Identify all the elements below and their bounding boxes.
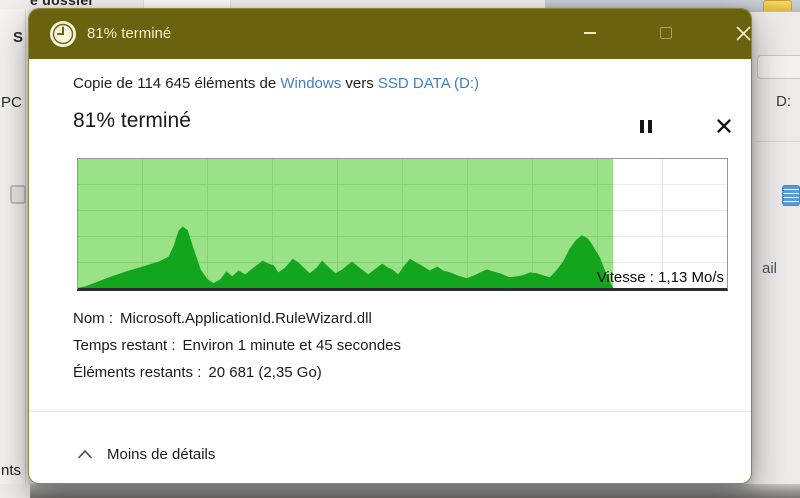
copy-description-prefix: Copie de 114 645 éléments de [73,75,281,92]
background-bottom-edge-left [0,484,30,498]
cancel-button[interactable] [705,113,743,139]
background-button-fragment [757,55,800,79]
drive-list-icon [782,185,800,206]
footer-divider [29,411,751,412]
folder-icon [763,0,792,11]
detail-row-name: Nom : Microsoft.ApplicationId.RuleWizard.… [73,305,401,332]
copy-destination: SSD DATA (D:) [377,75,480,92]
clock-icon [49,20,77,48]
chevron-up-icon [78,450,92,459]
copy-connector: vers [341,75,378,92]
detail-value: Microsoft.ApplicationId.RuleWizard.dll [120,310,372,327]
detail-row-time-remaining: Temps restant : Environ 1 minute et 45 se… [73,332,401,359]
speed-chart-plot: Vitesse : 1,13 Mo/s [78,159,727,288]
maximize-icon [660,27,672,39]
minimize-button[interactable] [575,15,605,51]
speed-curve [78,226,614,288]
speed-label: Vitesse : 1,13 Mo/s [596,269,724,286]
nav-item-fragment: S [13,29,24,46]
drive-label-fragment: D: [776,93,791,110]
detail-label: Éléments restants : [73,364,202,381]
maximize-button-disabled [651,15,681,51]
dialog-titlebar[interactable]: 81% terminé [29,9,751,59]
divider [756,141,800,142]
nav-item-fragment: nts [1,462,22,479]
text-fragment: ail [762,260,778,277]
cancel-icon [717,119,731,133]
nav-item-fragment: PC [1,94,22,111]
pause-icon [640,119,644,133]
copy-description: Copie de 114 645 éléments de Windows ver… [73,75,479,92]
copy-source: Windows [280,75,342,92]
background-nav-rail [0,9,28,498]
minimize-icon [584,32,596,34]
transfer-details: Nom : Microsoft.ApplicationId.RuleWizard.… [73,305,401,386]
detail-value: Environ 1 minute et 45 secondes [182,337,402,354]
detail-value: 20 681 (2,35 Go) [208,364,322,381]
detail-label: Temps restant : [73,337,176,354]
background-toolbar-fragment [143,0,231,9]
close-icon [736,26,750,40]
pause-button[interactable] [627,113,665,139]
copy-progress-dialog: 81% terminé Copie de 114 645 éléments de… [28,8,752,484]
background-right-pane [752,12,800,484]
background-folder-text: e dossier [30,0,95,8]
less-details-toggle[interactable]: Moins de détails [77,439,215,469]
progress-heading: 81% terminé [73,109,191,132]
background-bottom-edge [0,484,800,498]
background-top-strip: e dossier [0,0,800,9]
close-button[interactable] [728,15,758,51]
less-details-label: Moins de détails [107,445,216,463]
speed-area [78,226,614,288]
document-icon [10,185,26,204]
window-title: 81% terminé [87,25,172,42]
detail-row-items-remaining: Éléments restants : 20 681 (2,35 Go) [73,359,401,386]
speed-chart: Vitesse : 1,13 Mo/s [77,158,728,291]
detail-label: Nom : [73,310,114,327]
